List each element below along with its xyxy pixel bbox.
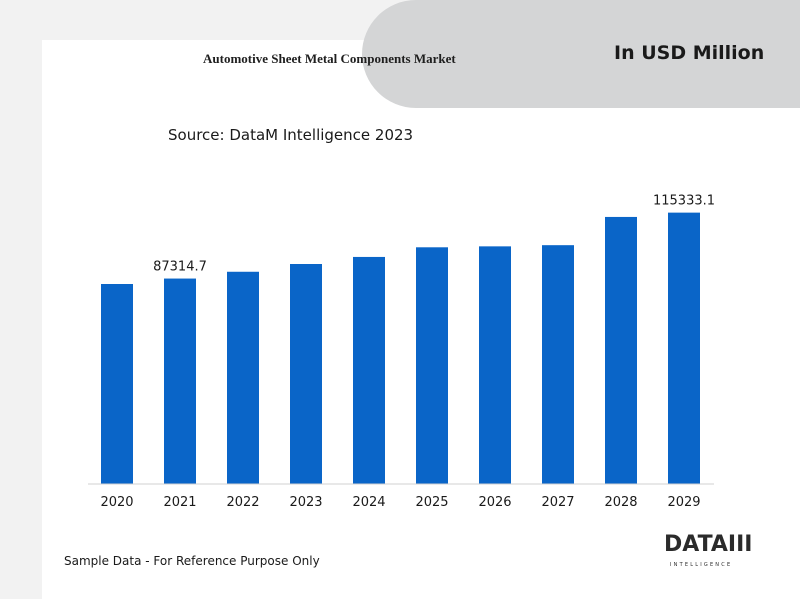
x-tick-label: 2027 — [541, 495, 574, 510]
x-tick-label: 2021 — [163, 495, 196, 510]
x-tick-label: 2024 — [352, 495, 385, 510]
logo-subtext: INTELLIGENCE — [670, 562, 733, 568]
bar-2025 — [416, 247, 448, 484]
bar-2023 — [290, 264, 322, 484]
bar-2028 — [605, 216, 637, 485]
x-tick-label: 2026 — [478, 495, 511, 510]
bar-2027 — [542, 245, 574, 484]
chart-title: Automotive Sheet Metal Components Market — [203, 51, 456, 66]
x-tick-label: 2025 — [415, 495, 448, 510]
bar-2029 — [668, 212, 700, 485]
x-tick-label: 2020 — [100, 495, 133, 510]
header-band — [362, 0, 800, 108]
bar-2024 — [353, 256, 385, 484]
bar-2020 — [101, 284, 133, 484]
x-tick-label: 2023 — [289, 495, 322, 510]
x-tick-label: 2022 — [226, 495, 259, 510]
logo-text: DATAIII — [664, 532, 753, 557]
footnote: Sample Data - For Reference Purpose Only — [64, 554, 320, 568]
source-label: Source: DataM Intelligence 2023 — [168, 126, 414, 144]
x-tick-label: 2029 — [667, 495, 700, 510]
data-label-2021: 87314.7 — [153, 260, 207, 275]
x-tick-label: 2028 — [604, 495, 637, 510]
datam-logo: DATAIII INTELLIGENCE — [664, 528, 760, 572]
bar-2021 — [164, 278, 196, 484]
bar-2026 — [479, 246, 511, 484]
bar-2022 — [227, 271, 259, 484]
unit-label: In USD Million — [614, 42, 765, 64]
data-label-2029: 115333.1 — [653, 194, 715, 209]
